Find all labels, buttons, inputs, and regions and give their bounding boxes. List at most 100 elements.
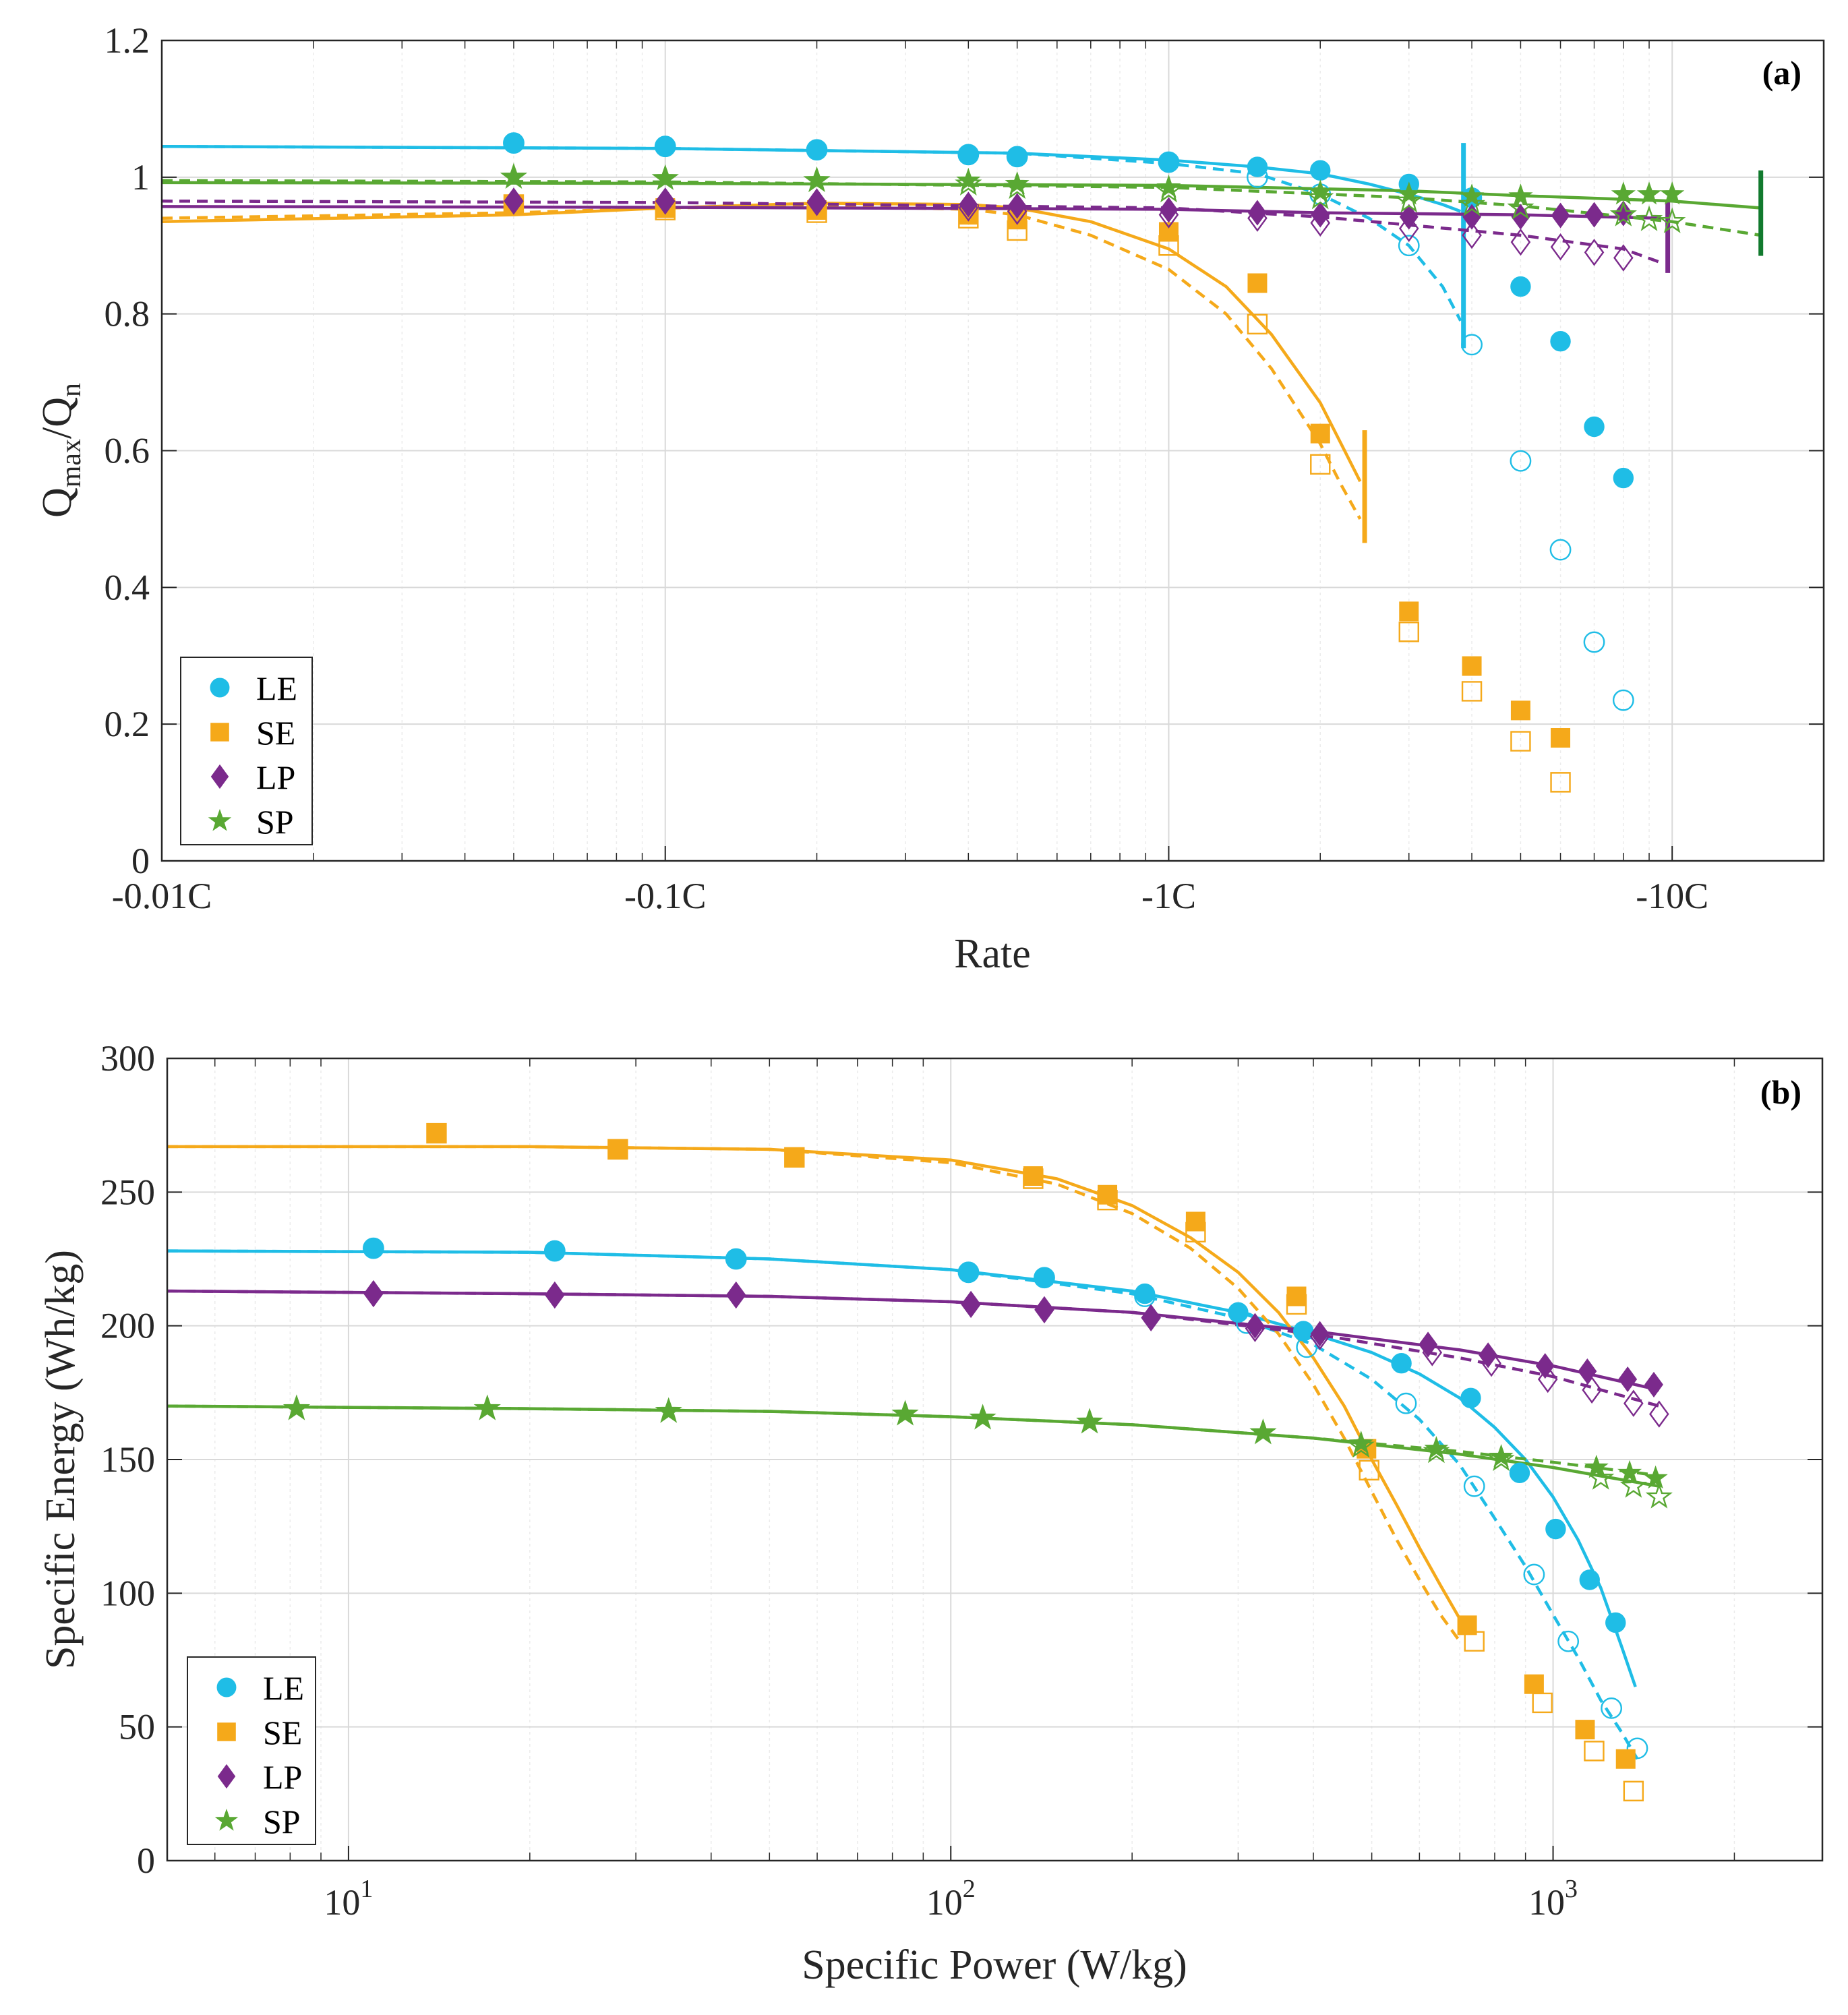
panel-a-data-markers — [500, 132, 1686, 793]
LE-filled-point — [1545, 1518, 1566, 1540]
LE-filled-point — [1293, 1321, 1314, 1342]
SP-filled-point — [1348, 1431, 1373, 1454]
x-tick-label: -1C — [1141, 876, 1196, 916]
LE-filled-point — [1584, 416, 1605, 438]
x-tick-exponent: 2 — [963, 1875, 976, 1903]
SE-filled-point — [426, 1123, 446, 1143]
SP-open-point — [1395, 187, 1423, 213]
LP-filled-point — [1551, 202, 1570, 229]
SP-filled-point — [475, 1395, 500, 1420]
LE-filled-point — [544, 1240, 566, 1261]
SE-filled-point — [784, 1147, 804, 1168]
panel-b-legend: LE SE LP SP — [187, 1656, 316, 1845]
LE-filled-point — [655, 136, 676, 157]
LP-open-point — [1398, 214, 1419, 243]
SE-legend-label: SE — [263, 1714, 302, 1751]
LP-filled-point — [1479, 1342, 1498, 1369]
SP-legend-marker — [208, 808, 232, 831]
LE-filled-point — [1605, 1612, 1626, 1633]
legend-box — [180, 657, 313, 845]
x-tick-base: 10 — [1528, 1882, 1565, 1923]
SP-filled-point — [1636, 181, 1662, 205]
SP-filled-point — [1584, 1454, 1609, 1478]
SP-open-point — [1635, 205, 1663, 231]
LP-filled-point — [1578, 1358, 1597, 1385]
LE-open-point — [1463, 1475, 1485, 1497]
LP-open-point — [1613, 244, 1634, 272]
LE-filled-point — [1579, 1569, 1600, 1590]
panel-a-xlabel: Rate — [954, 931, 1031, 977]
LE-filled-point — [1509, 1462, 1530, 1484]
SE-filled-point — [1457, 1615, 1477, 1635]
y-tick-label: 50 — [119, 1707, 155, 1747]
y-tick-label: 0.8 — [105, 294, 150, 334]
x-tick-base: 10 — [926, 1882, 963, 1923]
LP-filled-point — [1311, 202, 1330, 228]
SP-open-point — [1458, 190, 1486, 216]
LP-open-point — [1537, 1365, 1558, 1393]
LP-legend-marker — [210, 764, 229, 789]
LP-filled-point — [1141, 1304, 1161, 1331]
SP-filled-point — [1508, 183, 1533, 207]
SE-filled-point — [1185, 1211, 1205, 1232]
LE-open-point — [1601, 1697, 1623, 1719]
SP-filled-point — [653, 165, 678, 189]
SE-filled-point — [1023, 1166, 1043, 1186]
LP-open-point — [1510, 228, 1531, 256]
SE-fit-dashed-line — [167, 1145, 1462, 1643]
SE-open-point — [1310, 454, 1331, 475]
LE-filled-point — [1158, 152, 1179, 173]
x-tick-label: 103 — [1528, 1875, 1578, 1923]
SE-filled-point — [1551, 727, 1571, 748]
panel-b-data-markers — [282, 1122, 1673, 1802]
LP-filled-point — [807, 188, 827, 214]
y-tick-label: 1.2 — [105, 20, 150, 61]
SP-open-point — [1645, 1482, 1673, 1509]
panel-b-fit-curves — [167, 1145, 1660, 1760]
SP-open-point — [1347, 1432, 1375, 1458]
SE-filled-point — [1286, 1286, 1307, 1306]
panel-b-xlabel: Specific Power (W/kg) — [802, 1942, 1187, 1988]
LE-filled-point — [1228, 1302, 1249, 1323]
SE-filled-point — [1524, 1674, 1544, 1694]
LE-filled-point — [1247, 156, 1268, 177]
x-tick-label: 102 — [926, 1875, 976, 1923]
panel-a-legend: LE SE LP SP — [180, 657, 313, 845]
SE-legend-label: SE — [256, 714, 295, 752]
y-tick-label: 0 — [131, 841, 150, 881]
LE-filled-point — [958, 144, 979, 165]
LP-filled-point — [1535, 1353, 1555, 1379]
SE-filled-point — [1158, 222, 1179, 242]
SE-filled-point — [1399, 601, 1419, 622]
x-tick-label: -10C — [1636, 876, 1708, 916]
y-tick-label: 200 — [100, 1306, 155, 1346]
LP-legend-marker — [217, 1764, 236, 1789]
y-tick-label: 0 — [137, 1840, 155, 1881]
x-tick-exponent: 3 — [1565, 1875, 1578, 1903]
LE-open-point — [1583, 631, 1605, 653]
LE-open-point — [1510, 450, 1532, 472]
LE-open-point — [1557, 1630, 1580, 1652]
LP-filled-point — [363, 1281, 383, 1307]
y-tick-label: 300 — [100, 1038, 155, 1079]
SP-filled-point — [1643, 1465, 1668, 1489]
SP-filled-point — [804, 167, 829, 191]
SE-filled-point — [1247, 273, 1268, 293]
SP-legend-label: SP — [256, 803, 294, 841]
LE-legend-label: LE — [263, 1669, 304, 1707]
LE-legend-marker — [210, 678, 230, 698]
SE-open-point — [1623, 1780, 1644, 1802]
LE-fit-dashed-line — [161, 144, 1462, 322]
legend-box — [187, 1656, 316, 1845]
x-tick-label: -0.1C — [624, 876, 707, 916]
SP-filled-point — [1251, 1420, 1276, 1443]
SP-open-point — [1619, 1472, 1647, 1498]
LP-filled-point — [726, 1282, 746, 1309]
LE-filled-point — [1310, 160, 1331, 181]
SE-filled-point — [1510, 700, 1530, 721]
LP-legend-label: LP — [263, 1758, 302, 1796]
y-tick-label: 0.2 — [105, 704, 150, 744]
LP-open-point — [1582, 1376, 1602, 1404]
x-tick-base: 10 — [324, 1882, 360, 1923]
